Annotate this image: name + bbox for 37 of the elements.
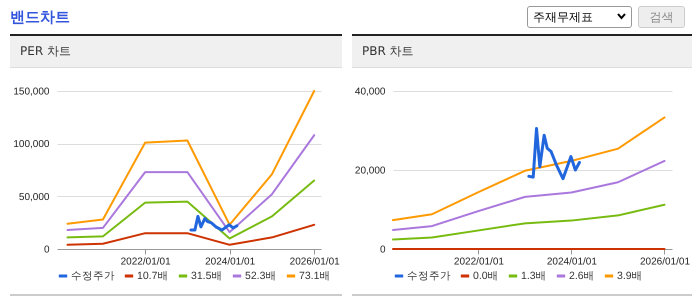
legend-label: 73.1배 — [299, 270, 330, 282]
x-tick-label: 2022/01/01 — [120, 256, 172, 268]
line-series — [66, 134, 316, 234]
legend-label: 1.3배 — [521, 270, 547, 282]
legend-label: 수정주가 — [407, 270, 451, 282]
y-tick-label: 150,000 — [13, 86, 50, 98]
legend-label: 10.7배 — [137, 270, 168, 282]
search-button: 검색 — [638, 6, 685, 28]
text: 밴드차트 — [10, 8, 70, 27]
legend-label: 2.6배 — [569, 270, 595, 282]
legend-label: 31.5배 — [191, 270, 222, 282]
y-tick-label: 20,000 — [354, 166, 386, 176]
line-series — [392, 204, 666, 241]
legend-label: 0.0배 — [473, 270, 499, 282]
dropdown: 주재무제표 — [527, 6, 632, 28]
line-series — [189, 214, 238, 232]
x-tick-label: 2024/01/01 — [205, 256, 256, 268]
x-tick-label: 2022/01/01 — [454, 256, 504, 268]
legend-label: 수정주가 — [71, 270, 115, 282]
y-tick-label: 40,000 — [354, 86, 386, 98]
line-series — [66, 224, 316, 246]
y-tick-label: 0 — [380, 244, 386, 256]
legend-label: 3.9배 — [617, 270, 643, 282]
line-series — [527, 127, 581, 180]
line-series — [392, 160, 666, 232]
x-tick-label: 2024/01/01 — [546, 256, 598, 268]
chart-title: PER 차트 — [10, 34, 342, 68]
y-tick-label: 50,000 — [18, 192, 50, 203]
chart-title: PBR 차트 — [352, 34, 692, 68]
y-tick-label: 0 — [44, 244, 50, 256]
line-series — [392, 116, 666, 222]
legend-label: 52.3배 — [245, 270, 276, 282]
line-series — [66, 90, 316, 226]
x-tick-label: 2026/01/01 — [290, 256, 340, 268]
x-tick-label: 2026/01/01 — [640, 256, 690, 268]
line-series — [66, 180, 316, 240]
y-tick-label: 100,000 — [13, 139, 50, 150]
